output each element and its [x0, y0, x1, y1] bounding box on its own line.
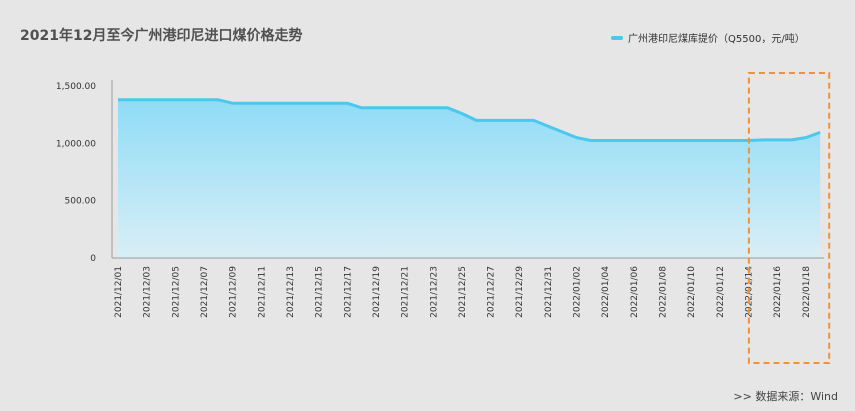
series-line — [118, 98, 821, 142]
x-tick-label: 2022/01/10 — [687, 266, 697, 318]
chart-title: 2021年12月至今广州港印尼进口煤价格走势 — [20, 28, 303, 44]
x-tick-label: 2021/12/11 — [257, 266, 267, 318]
x-tick-label: 2022/01/02 — [573, 266, 583, 318]
x-tick-label: 2021/12/05 — [171, 266, 181, 318]
x-tick-label: 2021/12/19 — [372, 266, 382, 318]
x-tick-label: 2022/01/12 — [716, 266, 726, 318]
x-tick-label: 2021/12/07 — [200, 266, 210, 318]
x-tick-label: 2021/12/01 — [114, 266, 124, 318]
y-tick-label: 1,500.00 — [56, 82, 96, 92]
data-source: >> 数据来源：Wind — [733, 390, 838, 403]
y-tick-label: 500.00 — [65, 197, 97, 207]
x-tick-label: 2021/12/31 — [544, 266, 554, 318]
x-tick-label: 2021/12/13 — [286, 266, 296, 318]
y-tick-label: 1,000.00 — [56, 139, 96, 149]
x-tick-label: 2022/01/18 — [802, 266, 812, 318]
x-tick-label: 2021/12/29 — [515, 266, 525, 318]
x-tick-label: 2021/12/17 — [343, 266, 353, 318]
series-area — [118, 99, 821, 258]
x-tick-label: 2021/12/15 — [315, 266, 325, 318]
legend-label: 广州港印尼煤库提价（Q5500，元/吨） — [628, 34, 805, 45]
x-tick-label: 2021/12/21 — [401, 266, 411, 318]
x-tick-label: 2021/12/23 — [429, 266, 439, 318]
x-tick-label: 2021/12/03 — [143, 266, 153, 318]
x-tick-label: 2022/01/16 — [773, 266, 783, 318]
highlight-box — [747, 72, 831, 364]
y-tick-label: 0 — [90, 254, 96, 264]
x-tick-label: 2022/01/06 — [630, 266, 640, 318]
x-tick-label: 2021/12/27 — [487, 266, 497, 318]
x-tick-label: 2022/01/04 — [601, 266, 611, 318]
x-tick-label: 2022/01/08 — [659, 266, 669, 318]
x-tick-label: 2021/12/09 — [229, 266, 239, 318]
legend-swatch — [611, 35, 623, 40]
x-tick-label: 2021/12/25 — [458, 266, 468, 318]
chart-legend: 广州港印尼煤库提价（Q5500，元/吨） — [611, 30, 805, 45]
